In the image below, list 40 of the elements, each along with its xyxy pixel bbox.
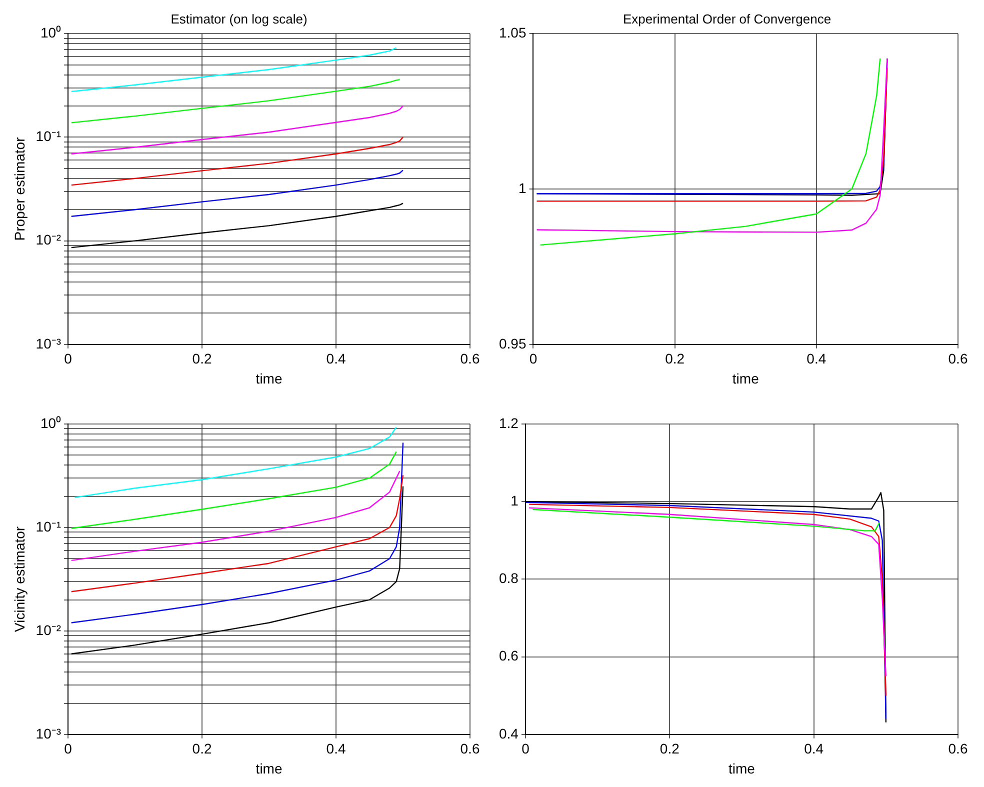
x-tick-label: 0.2 <box>192 350 212 367</box>
y-tick-label: 1 <box>518 180 526 196</box>
y-tick-label: 10⁻² <box>36 232 62 248</box>
x-tick-label: 0 <box>64 740 72 757</box>
chart-title: Estimator (on log scale) <box>170 11 308 26</box>
x-tick-label: 0 <box>522 740 530 757</box>
x-axis-title: time <box>256 370 282 386</box>
x-axis-title: time <box>256 760 282 776</box>
x-tick-label: 0.4 <box>804 740 824 757</box>
x-axis-title: time <box>732 370 760 386</box>
y-tick-label: 10⁰ <box>40 24 62 40</box>
x-tick-label: 0.4 <box>806 350 826 367</box>
y-axis-title: Proper estimator <box>11 136 28 241</box>
y-tick-label: 10⁰ <box>40 414 62 431</box>
x-tick-label: 0.6 <box>460 350 480 367</box>
x-tick-label: 0.2 <box>660 740 680 757</box>
x-tick-label: 0.6 <box>460 740 480 757</box>
x-tick-label: 0.2 <box>192 740 212 757</box>
chart-title: Experimental Order of Convergence <box>622 11 832 26</box>
y-axis-title: Vicinity estimator <box>11 526 28 632</box>
y-tick-label: 0.95 <box>499 335 526 352</box>
y-tick-label: 10⁻¹ <box>36 128 62 144</box>
x-tick-label: 0 <box>64 350 72 367</box>
y-tick-label: 0.6 <box>498 648 519 664</box>
x-tick-label: 0.4 <box>326 740 346 757</box>
x-tick-label: 0.6 <box>948 740 968 757</box>
x-tick-label: 0.4 <box>326 350 346 367</box>
x-tick-label: 0.2 <box>665 350 685 367</box>
x-tick-label: 0.6 <box>948 350 968 367</box>
y-tick-label: 1.05 <box>499 24 526 40</box>
x-axis-title: time <box>728 760 756 776</box>
y-tick-label: 1 <box>510 492 519 508</box>
y-tick-label: 10⁻¹ <box>36 518 62 534</box>
y-tick-label: 0.4 <box>498 725 519 742</box>
y-tick-label: 1.2 <box>498 414 519 431</box>
y-tick-label: 10⁻³ <box>36 335 62 352</box>
y-tick-label: 10⁻³ <box>36 725 62 742</box>
y-tick-label: 10⁻² <box>36 622 62 638</box>
y-tick-label: 0.8 <box>498 570 519 586</box>
x-tick-label: 0 <box>529 350 538 367</box>
